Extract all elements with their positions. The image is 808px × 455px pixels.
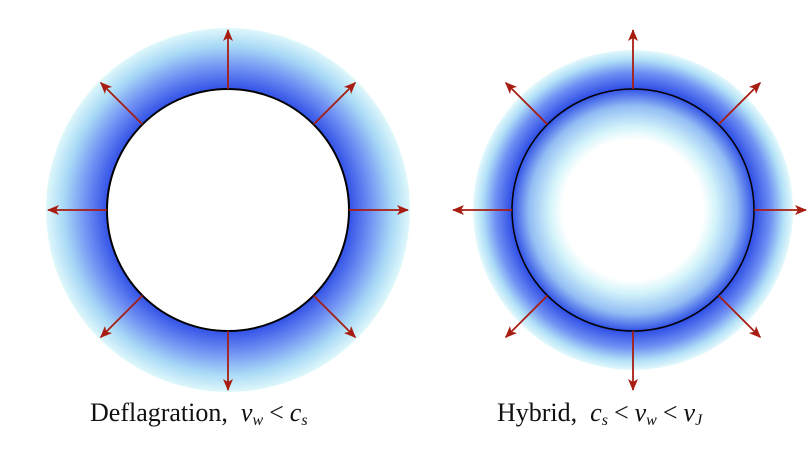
hybrid-arrows: [452, 29, 807, 391]
hybrid-arrow-se: [717, 294, 762, 339]
deflagration-arrow-nw: [99, 81, 144, 126]
hybrid-shell: [473, 50, 793, 370]
hybrid-arrow-ne: [717, 81, 762, 126]
less-than-symbol: <: [662, 398, 678, 427]
hybrid-caption-name: Hybrid,: [497, 398, 578, 427]
deflagration-panel: [46, 28, 410, 392]
hybrid-panel: [452, 29, 807, 391]
sound-speed-symbol: cs: [289, 398, 308, 429]
sound-speed-symbol: cs: [590, 398, 608, 429]
less-than-symbol: <: [613, 398, 629, 427]
less-than-symbol: <: [269, 398, 284, 427]
deflagration-caption: Deflagration, vw < cs: [90, 398, 308, 430]
deflagration-caption-name: Deflagration,: [90, 398, 228, 427]
jouguet-velocity-symbol: vJ: [683, 398, 703, 429]
deflagration-arrow-sw: [99, 294, 144, 339]
wall-velocity-symbol: vw: [634, 398, 657, 429]
deflagration-arrow-se: [312, 294, 357, 339]
wall-velocity-symbol: vw: [240, 398, 264, 429]
deflagration-bubble-wall: [106, 88, 350, 332]
hybrid-arrow-sw: [504, 294, 549, 339]
deflagration-arrow-ne: [312, 81, 357, 126]
deflagration-arrows: [47, 29, 409, 391]
hybrid-caption: Hybrid, cs < vw < vJ: [497, 398, 702, 430]
hybrid-arrow-nw: [504, 81, 549, 126]
